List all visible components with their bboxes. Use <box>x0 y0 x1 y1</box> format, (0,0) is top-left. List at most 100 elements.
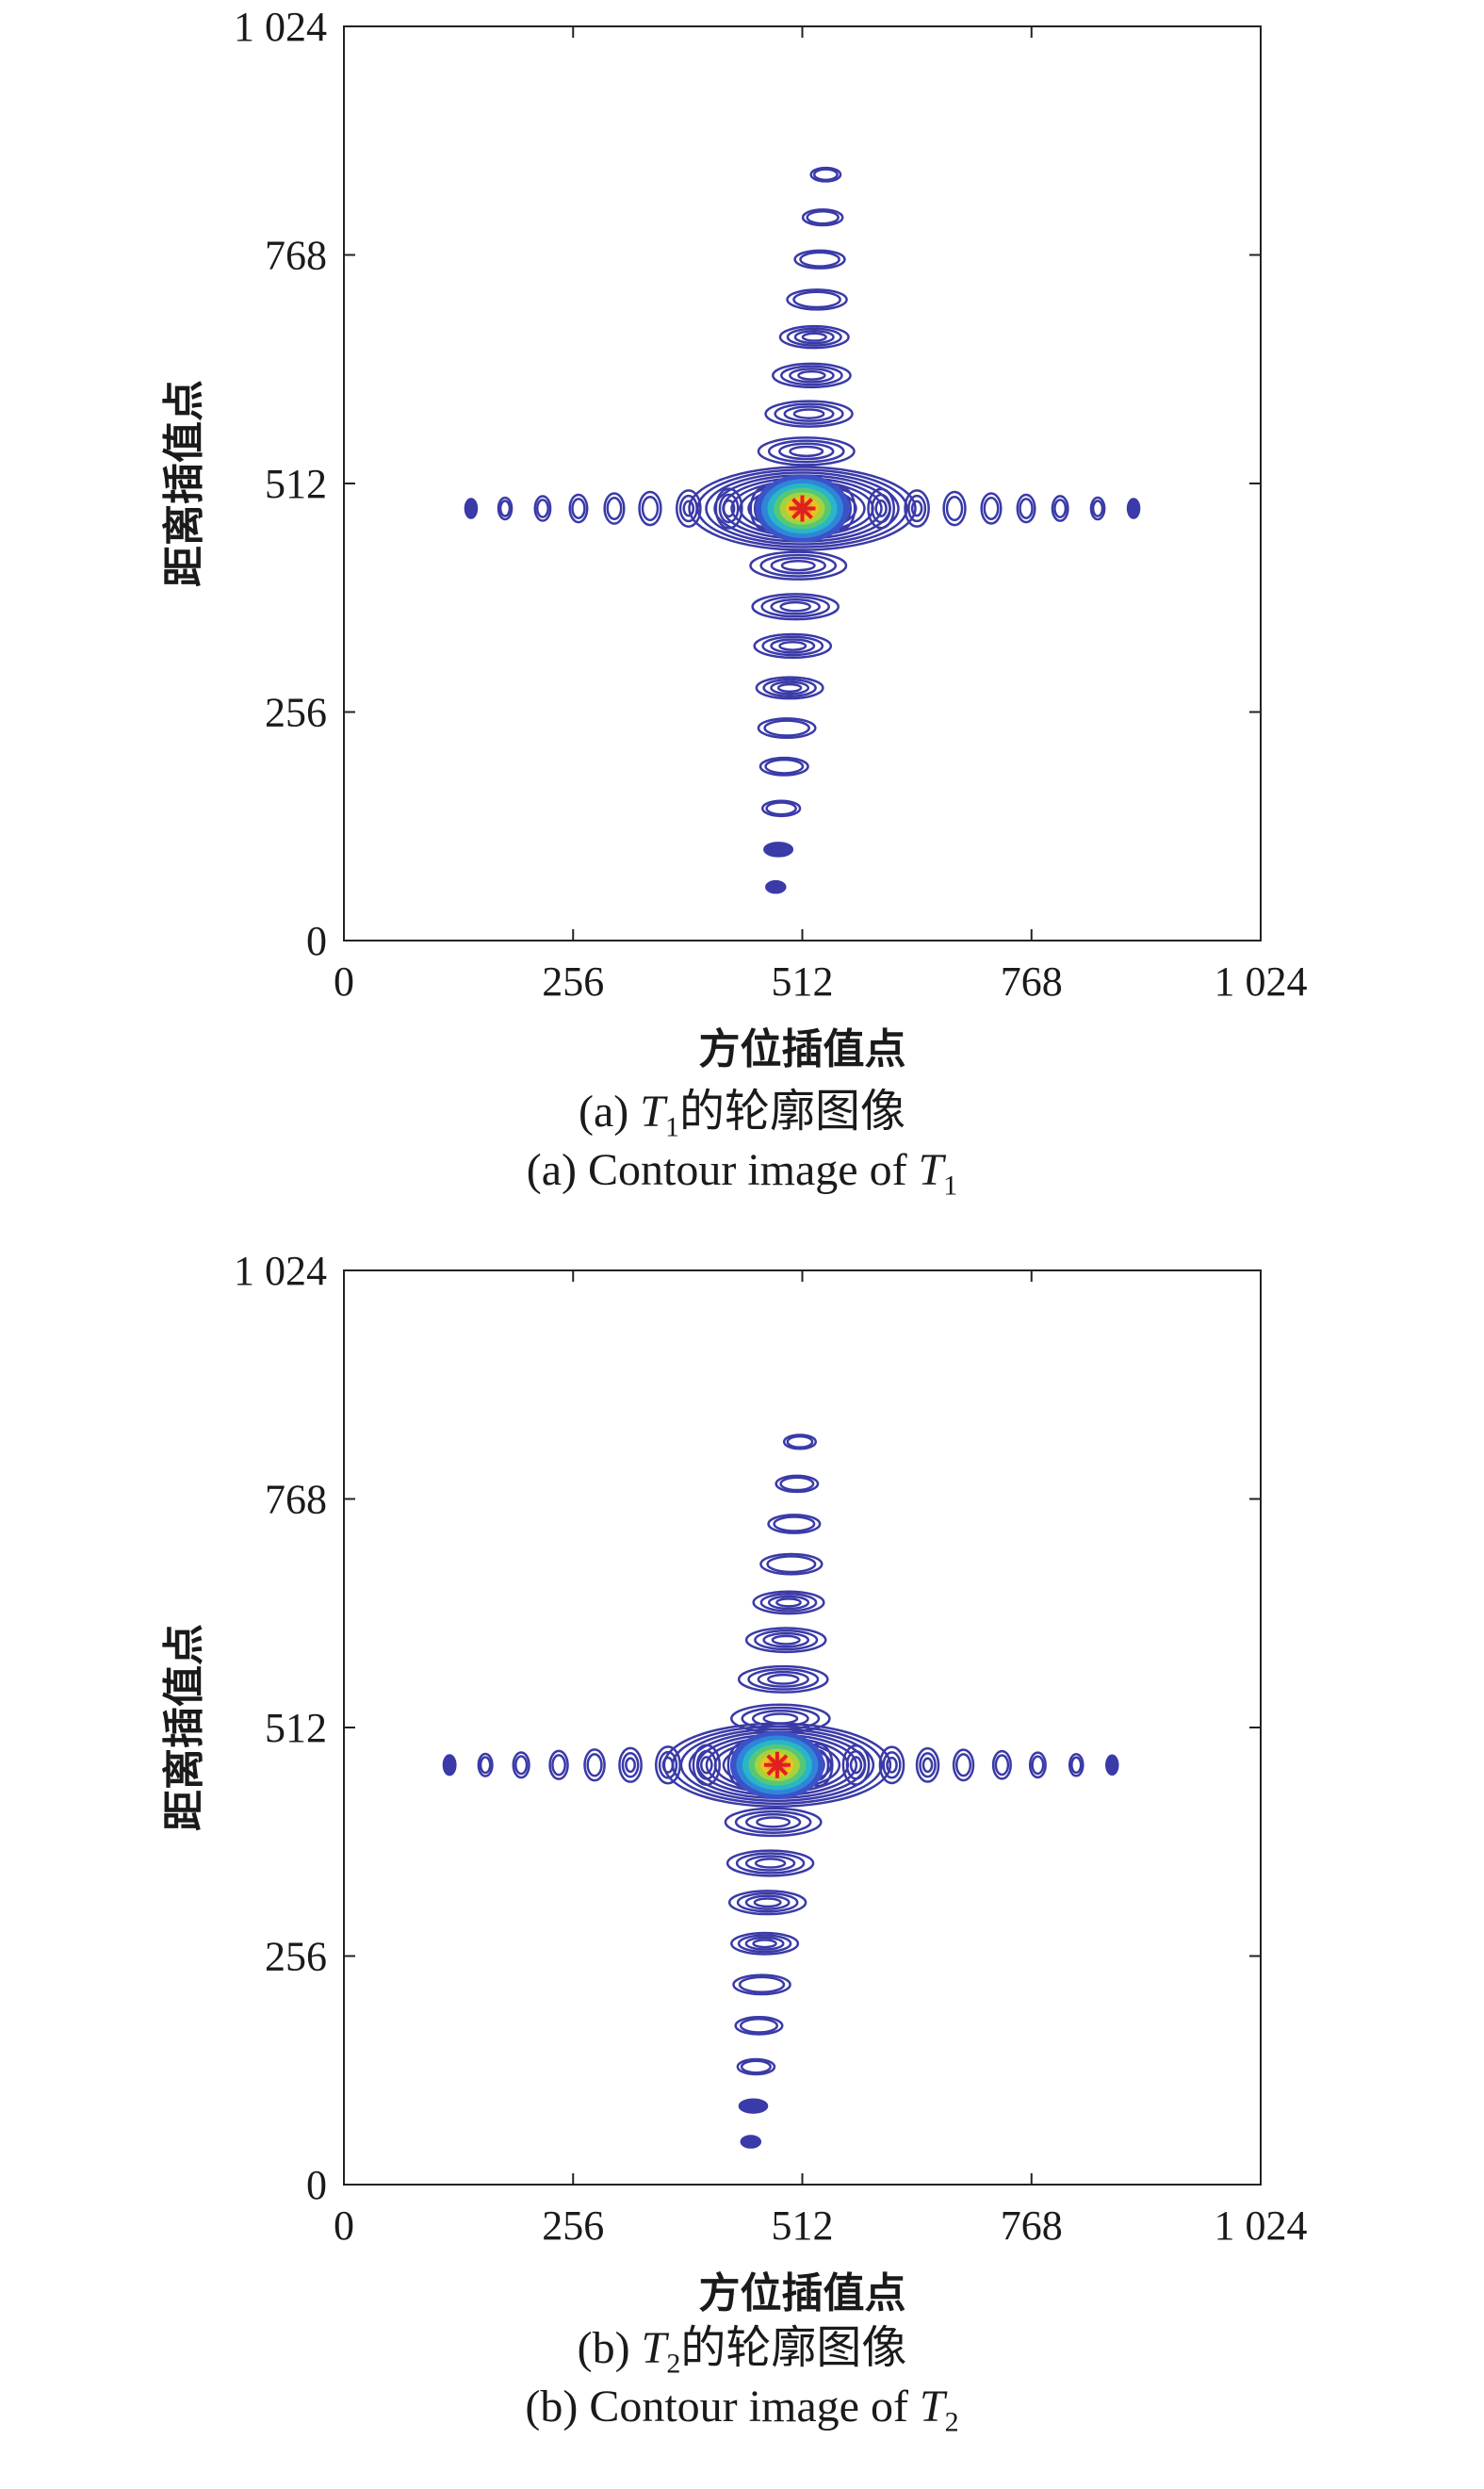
azimuth-sidelobe <box>878 1745 905 1785</box>
range-sidelobe <box>782 1433 818 1450</box>
azimuth-sidelobe <box>904 489 930 528</box>
caption-cn-a: (a) T1的轮廓图像 <box>579 1087 905 1143</box>
range-sidelobe <box>762 678 817 697</box>
azimuth-sidelobe <box>874 499 888 518</box>
range-sidelobe <box>755 676 824 700</box>
azimuth-sidelobe <box>991 1749 1012 1780</box>
range-sidelobe <box>753 632 833 660</box>
mainlobe-contour <box>696 468 908 549</box>
range-sidelobe <box>775 1597 802 1608</box>
azimuth-sidelobe <box>498 499 512 517</box>
range-sidelobe <box>786 1434 814 1449</box>
azimuth-sidelobe <box>882 1751 902 1779</box>
range-sidelobe <box>774 402 844 425</box>
range-sidelobe <box>778 640 807 651</box>
azimuth-sidelobe <box>942 490 967 527</box>
azimuth-sidelobe <box>994 1754 1010 1777</box>
range-sidelobe <box>779 600 811 613</box>
azimuth-sidelobe <box>568 493 589 524</box>
azimuth-sidelobe <box>886 1756 898 1774</box>
range-sidelobe <box>771 1634 801 1646</box>
range-sidelobe <box>734 1809 812 1834</box>
azimuth-sidelobe <box>658 1750 678 1779</box>
range-sidelobe <box>793 249 846 270</box>
x-tick-label: 0 <box>334 2202 354 2249</box>
azimuth-sidelobe <box>621 1752 640 1778</box>
x-tick-label: 256 <box>542 2202 604 2249</box>
range-sidelobe <box>760 799 802 818</box>
azimuth-sidelobe <box>514 1755 529 1776</box>
range-sidelobe <box>761 635 824 657</box>
range-sidelobe <box>763 719 810 737</box>
range-sidelobe <box>783 405 835 422</box>
peak-marker <box>763 1751 791 1778</box>
x-tick-label: 256 <box>542 958 604 1005</box>
mainlobe-contour <box>705 471 900 546</box>
range-sidelobe <box>762 1712 799 1725</box>
range-sidelobe <box>778 324 850 350</box>
range-sidelobe <box>744 1627 827 1654</box>
range-sidelobe <box>767 439 845 464</box>
range-sidelobe <box>757 717 817 739</box>
panel-b: 0 0 256 256 512 512 768 768 1 024 1 024 方位插值点 距离插值点… <box>0 1244 1484 2488</box>
azimuth-sidelobe <box>1031 1755 1045 1776</box>
y-tick-label: 0 <box>306 918 327 964</box>
range-sidelobe <box>759 553 838 578</box>
range-sidelobe <box>779 1476 815 1492</box>
x-tick-label: 512 <box>772 2202 834 2249</box>
range-sidelobe <box>799 251 840 268</box>
y-tick-label: 512 <box>265 1705 327 1751</box>
azimuth-sidelobe <box>954 1753 972 1777</box>
azimuth-sidelobe <box>1051 495 1069 522</box>
range-sidelobe <box>756 1816 791 1828</box>
range-sidelobe <box>754 1858 787 1869</box>
range-sidelobe <box>792 290 841 309</box>
contour-chart-a: 00 256 256 512 512 768 768 1 024 1 024 方位插值点 距离插值点 <box>160 4 1308 1073</box>
azimuth-sidelobe <box>442 1754 457 1777</box>
range-sidelobe <box>764 400 854 428</box>
azimuth-sidelobe <box>638 490 662 527</box>
azimuth-sidelobe <box>907 494 927 523</box>
range-sidelobe <box>752 1590 825 1615</box>
range-sidelobe <box>726 1849 815 1877</box>
range-sidelobe <box>775 1474 820 1494</box>
range-sidelobe <box>734 2016 784 2036</box>
azimuth-sidelobe <box>479 1756 492 1775</box>
range-sidelobe <box>747 1667 820 1691</box>
y-tick-label: 768 <box>265 1477 327 1523</box>
y-axis-label: 距离插值点 <box>160 380 208 587</box>
x-tick-label: 512 <box>772 958 834 1005</box>
azimuth-sidelobe <box>603 492 626 525</box>
contour-chart-b: 00 256 256 512 512 768 768 1 024 1 024 方位插值点 距离插值点 <box>160 1248 1308 2317</box>
range-sidelobe <box>806 209 840 225</box>
azimuth-sidelobe <box>533 495 552 522</box>
azimuth-sidelobe <box>464 498 479 519</box>
range-sidelobe <box>770 556 826 575</box>
y-tick-label: 512 <box>265 461 327 507</box>
range-sidelobe <box>753 1897 782 1908</box>
range-sidelobe <box>770 638 816 654</box>
azimuth-sidelobe <box>915 1746 940 1783</box>
range-sidelobe <box>762 1631 810 1648</box>
range-sidelobe <box>766 1555 817 1574</box>
azimuth-sidelobe <box>625 1757 636 1774</box>
azimuth-sidelobe <box>980 492 1003 525</box>
azimuth-sidelobe <box>952 1748 975 1782</box>
range-sidelobe <box>739 2018 779 2034</box>
range-sidelobe <box>772 362 852 389</box>
range-sidelobe <box>767 1595 810 1611</box>
azimuth-sidelobe <box>849 1756 863 1775</box>
azimuth-sidelobe <box>1126 498 1141 519</box>
y-axis-label: 距离插值点 <box>160 1624 208 1831</box>
y-tick-label: 768 <box>265 233 327 279</box>
range-sidelobe <box>724 1807 823 1838</box>
range-sidelobe <box>765 879 787 894</box>
azimuth-sidelobe <box>497 496 514 521</box>
azimuth-sidelobe <box>1068 1753 1084 1777</box>
x-tick-label: 1 024 <box>1215 958 1308 1005</box>
azimuth-sidelobe <box>945 495 964 522</box>
azimuth-sidelobe <box>618 1746 643 1783</box>
range-sidelobe <box>809 166 842 183</box>
range-sidelobe <box>752 1939 777 1949</box>
range-sidelobe <box>757 436 856 467</box>
